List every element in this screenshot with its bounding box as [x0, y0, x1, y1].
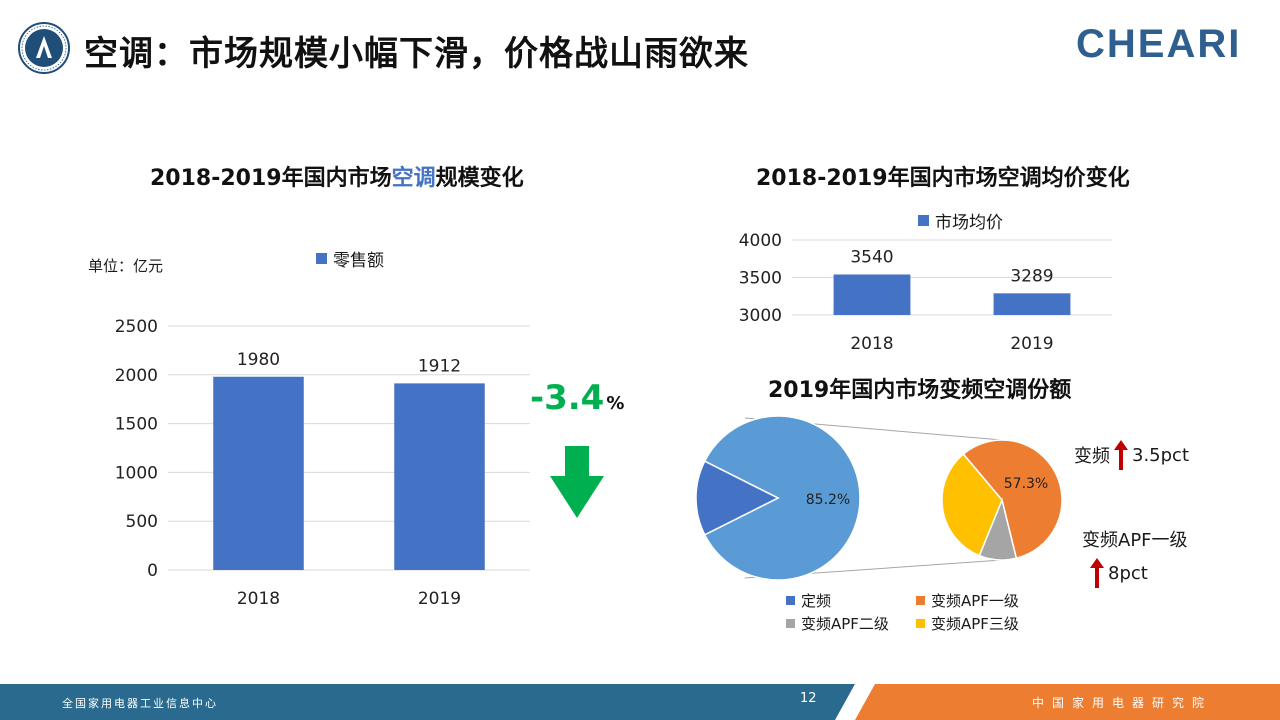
y-tick-label: 2500: [115, 317, 158, 337]
avg-price-chart-title: 2018-2019年国内市场空调均价变化: [756, 166, 1130, 191]
sub-pie-slice-apf3: [941, 453, 1003, 557]
sub-pie-data-label: 57.3%: [1004, 476, 1048, 492]
x-tick-label: 2018: [237, 589, 280, 609]
bar-chart-title: 2018-2019年国内市场空调规模变化: [150, 166, 524, 191]
legend-label: 市场均价: [935, 213, 1003, 233]
note-value: 3.5pct: [1132, 444, 1190, 466]
bar: [833, 274, 911, 315]
pie-slice-inverter: [703, 415, 861, 581]
up-arrow-icon: [1090, 558, 1104, 588]
data-label: 1980: [237, 350, 280, 370]
footer-right-text: 中国家用电器研究院: [1032, 696, 1213, 710]
legend-swatch: [316, 253, 327, 264]
bar: [993, 293, 1071, 315]
pie-chart-title: 2019年国内市场变频空调份额: [768, 378, 1072, 403]
cheari-brand-logo: CHEARI: [1076, 22, 1242, 66]
note-label: 变频: [1074, 446, 1110, 467]
y-tick-label: 2000: [115, 366, 158, 386]
data-label: 1912: [418, 356, 461, 376]
y-tick-label: 3000: [739, 306, 782, 326]
bar-chart-legend: 零售额: [316, 246, 384, 271]
inverter-share-pie-chart: 85.2% 57.3%: [695, 415, 1063, 581]
down-arrow-icon: [550, 446, 604, 518]
x-tick-label: 2018: [850, 334, 893, 354]
pie-legend-item: 定频: [786, 590, 916, 611]
x-tick-label: 2019: [418, 589, 461, 609]
avg-price-legend: 市场均价: [918, 208, 1003, 233]
page-number: 12: [800, 691, 817, 706]
note-value: 8pct: [1108, 562, 1148, 584]
pie-data-label: 85.2%: [806, 492, 850, 508]
note-apf1-label: 变频APF一级: [1082, 530, 1188, 551]
retail-sales-bar-chart: 0 500 1000 1500 2000 2500 1980 2018 1912 2019: [115, 317, 530, 609]
pie-legend-item: 变频APF一级: [916, 590, 1066, 611]
bar: [213, 376, 304, 570]
y-tick-label: 4000: [739, 231, 782, 251]
pie-legend-item: 变频APF二级: [786, 613, 916, 634]
pie-legend: 定频 变频APF一级 变频APF二级 变频APF三级: [786, 590, 1066, 634]
sub-pie-slice-apf1: [962, 439, 1063, 560]
data-label: 3540: [850, 248, 893, 268]
footer-bar: [0, 684, 1280, 720]
unit-label: 单位：亿元: [88, 257, 164, 275]
pie-legend-item: 变频APF三级: [916, 613, 1066, 634]
note-apf1-increase: 8pct: [1090, 558, 1148, 588]
y-tick-label: 1000: [115, 463, 158, 483]
bar: [394, 383, 485, 570]
pie-slice-fixed: [695, 460, 780, 536]
x-tick-label: 2019: [1010, 334, 1053, 354]
footer-left-text: 全国家用电器工业信息中心: [62, 697, 218, 710]
y-tick-label: 1500: [115, 415, 158, 435]
avg-price-bar-chart: 3000 3500 4000 3540 2018 3289 2019: [739, 231, 1112, 354]
change-percentage: -3.4%: [530, 378, 625, 418]
page-title: 空调：市场规模小幅下滑，价格战山雨欲来: [84, 34, 749, 74]
data-label: 3289: [1010, 266, 1053, 286]
y-tick-label: 500: [126, 512, 158, 532]
legend-label: 零售额: [333, 251, 384, 271]
institute-seal-logo: [18, 22, 70, 74]
legend-swatch: [918, 215, 929, 226]
y-tick-label: 0: [147, 561, 158, 581]
up-arrow-icon: [1114, 440, 1128, 470]
y-tick-label: 3500: [739, 268, 782, 288]
note-inverter-increase: 变频 3.5pct: [1074, 440, 1189, 470]
